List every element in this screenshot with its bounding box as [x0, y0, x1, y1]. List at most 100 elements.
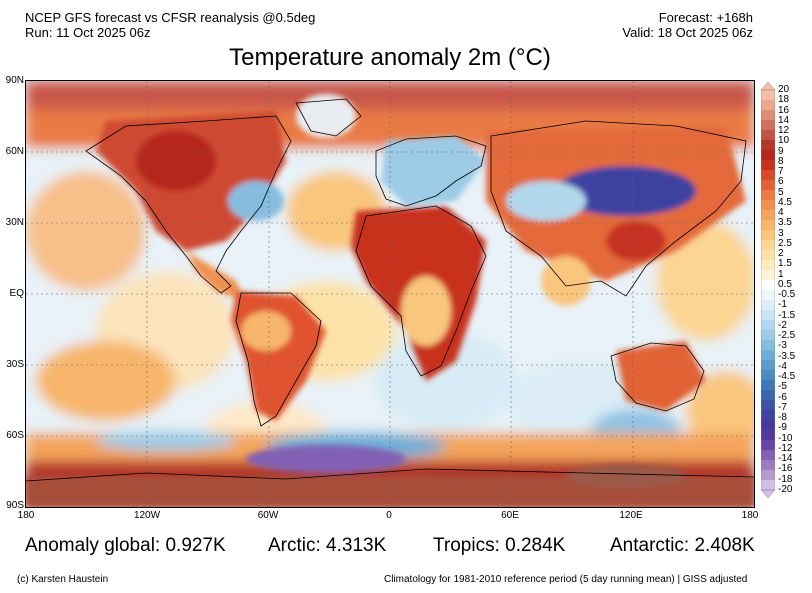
- lon-label-120w: 120W: [133, 510, 161, 521]
- colorbar-segment: [761, 140, 775, 151]
- colorbar-segment: [761, 200, 775, 211]
- colorbar-segment: [761, 110, 775, 121]
- lat-label-60n: 60N: [5, 146, 24, 157]
- colorbar-label: 2: [778, 248, 784, 260]
- colorbar-label: 3.5: [778, 217, 792, 229]
- colorbar-segment: [761, 450, 775, 461]
- colorbar-label: 1: [778, 268, 784, 280]
- colorbar-segment: [761, 100, 775, 111]
- colorbar-label: 1.5: [778, 258, 792, 270]
- colorbar-segment: [761, 370, 775, 381]
- anomaly-map: [25, 80, 755, 508]
- colorbar-label: 0.5: [778, 278, 792, 290]
- colorbar-segment: [761, 170, 775, 181]
- colorbar-label: 5: [778, 186, 784, 198]
- colorbar-segment: [761, 460, 775, 471]
- forecast-hour: Forecast: +168h: [658, 10, 753, 25]
- colorbar-label: 14: [778, 114, 790, 126]
- colorbar-label: -8: [778, 412, 787, 424]
- colorbar-segment: [761, 320, 775, 331]
- lat-label-30n: 30N: [5, 217, 24, 228]
- colorbar: [761, 82, 775, 498]
- colorbar-segment: [761, 160, 775, 171]
- graticule: [26, 81, 754, 507]
- lat-label-eq: EQ: [9, 288, 24, 299]
- colorbar-label: 9: [778, 145, 784, 157]
- lat-label-90n: 90N: [5, 75, 24, 86]
- colorbar-label: -3: [778, 340, 787, 352]
- colorbar-label: 6: [778, 176, 784, 188]
- colorbar-label: 2.5: [778, 237, 792, 249]
- colorbar-label: 12: [778, 125, 790, 137]
- lat-label-30s: 30S: [6, 359, 24, 370]
- colorbar-segment: [761, 420, 775, 431]
- colorbar-label: 18: [778, 94, 790, 106]
- colorbar-label: -3.5: [778, 350, 796, 362]
- colorbar-segment: [761, 180, 775, 191]
- colorbar-segment: [761, 120, 775, 131]
- colorbar-label: -7: [778, 401, 787, 413]
- stat-tropics: Tropics: 0.284K: [433, 535, 566, 556]
- colorbar-segment: [761, 350, 775, 361]
- stat-global: Anomaly global: 0.927K: [25, 535, 226, 556]
- lon-label-180e: 180: [741, 510, 759, 521]
- lon-label-120e: 120E: [619, 510, 643, 521]
- colorbar-segment: [761, 220, 775, 231]
- colorbar-segment: [761, 290, 775, 301]
- colorbar-segment: [761, 260, 775, 271]
- colorbar-label: -1.5: [778, 309, 796, 321]
- colorbar-bottom-arrow: [761, 489, 775, 498]
- run-time: Run: 11 Oct 2025 06z: [25, 25, 151, 40]
- land-anomaly-field: [26, 94, 754, 507]
- colorbar-segment: [761, 250, 775, 261]
- colorbar-label: -5: [778, 381, 787, 393]
- colorbar-label: -2: [778, 319, 787, 331]
- colorbar-label: 16: [778, 104, 790, 116]
- colorbar-segment: [761, 470, 775, 481]
- colorbar-segment: [761, 210, 775, 221]
- lon-label-60e: 60E: [501, 510, 519, 521]
- colorbar-segment: [761, 310, 775, 321]
- lat-label-90s: 90S: [6, 500, 24, 511]
- colorbar-segment: [761, 90, 775, 101]
- colorbar-label: 10: [778, 135, 790, 147]
- colorbar-segment: [761, 130, 775, 141]
- colorbar-segment: [761, 340, 775, 351]
- colorbar-label: -10: [778, 432, 793, 444]
- colorbar-segment: [761, 190, 775, 201]
- colorbar-segment: [761, 380, 775, 391]
- colorbar-label: 3: [778, 227, 784, 239]
- footer-credit: (c) Karsten Haustein: [17, 574, 109, 585]
- colorbar-segment: [761, 410, 775, 421]
- lon-label-180w: 180: [17, 510, 35, 521]
- coastlines: [26, 98, 754, 482]
- colorbar-label: -18: [778, 473, 793, 485]
- colorbar-label: -14: [778, 453, 793, 465]
- footer-climatology: Climatology for 1981-2010 reference peri…: [384, 574, 748, 585]
- colorbar-segment: [761, 280, 775, 291]
- colorbar-segment: [761, 430, 775, 441]
- colorbar-segment: [761, 150, 775, 161]
- colorbar-segment: [761, 230, 775, 241]
- colorbar-label: -20: [778, 484, 793, 495]
- lon-label-0: 0: [386, 510, 392, 521]
- colorbar-label: 20: [778, 84, 790, 95]
- colorbar-outline: [761, 89, 775, 491]
- lat-label-60s: 60S: [6, 430, 24, 441]
- colorbar-label: -6: [778, 391, 787, 403]
- colorbar-label: -2.5: [778, 330, 796, 342]
- valid-time: Valid: 18 Oct 2025 06z: [622, 25, 753, 40]
- lon-label-60w: 60W: [257, 510, 279, 521]
- colorbar-label: -9: [778, 422, 787, 434]
- colorbar-label: 4.5: [778, 196, 792, 208]
- colorbar-label: 4: [778, 207, 784, 219]
- colorbar-label: -16: [778, 463, 793, 475]
- colorbar-label: 7: [778, 166, 784, 178]
- colorbar-segment: [761, 270, 775, 281]
- stat-antarctic: Antarctic: 2.408K: [610, 535, 755, 556]
- colorbar-segment: [761, 360, 775, 371]
- colorbar-label: -0.5: [778, 289, 796, 301]
- colorbar-segment: [761, 480, 775, 491]
- colorbar-label: -12: [778, 442, 793, 454]
- colorbar-segment: [761, 440, 775, 451]
